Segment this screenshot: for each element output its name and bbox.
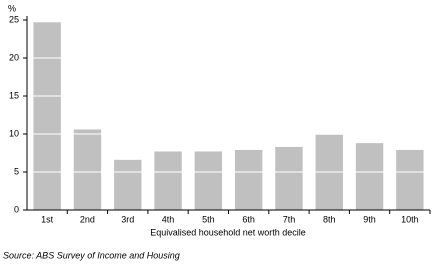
x-tick-label: 9th bbox=[363, 214, 376, 224]
y-tick-label: 5 bbox=[14, 166, 19, 176]
bar bbox=[73, 129, 102, 210]
y-tick-label: 0 bbox=[14, 204, 19, 214]
y-axis-label: % bbox=[8, 3, 16, 13]
x-tick-label: 1st bbox=[41, 214, 54, 224]
x-tick-label: 6th bbox=[242, 214, 255, 224]
bar bbox=[33, 22, 61, 211]
x-tick-label: 3rd bbox=[121, 214, 134, 224]
x-tick-label: 2nd bbox=[80, 214, 95, 224]
y-tick-label: 20 bbox=[9, 52, 19, 62]
bar bbox=[154, 151, 182, 210]
y-tick-label: 15 bbox=[9, 90, 19, 100]
x-axis-label: Equivalised household net worth decile bbox=[150, 227, 306, 237]
bar bbox=[114, 159, 142, 210]
x-tick-label: 8th bbox=[323, 214, 336, 224]
x-tick-label: 10th bbox=[401, 214, 419, 224]
x-tick-label: 7th bbox=[283, 214, 296, 224]
bar bbox=[396, 149, 424, 210]
bar bbox=[194, 151, 223, 210]
bar bbox=[234, 149, 263, 210]
bar bbox=[355, 143, 384, 210]
bar bbox=[275, 146, 303, 210]
y-tick-label: 25 bbox=[9, 14, 19, 24]
source-note: Source: ABS Survey of Income and Housing bbox=[3, 250, 180, 260]
y-tick-label: 10 bbox=[9, 128, 19, 138]
x-tick-label: 5th bbox=[202, 214, 215, 224]
x-tick-label: 4th bbox=[162, 214, 175, 224]
